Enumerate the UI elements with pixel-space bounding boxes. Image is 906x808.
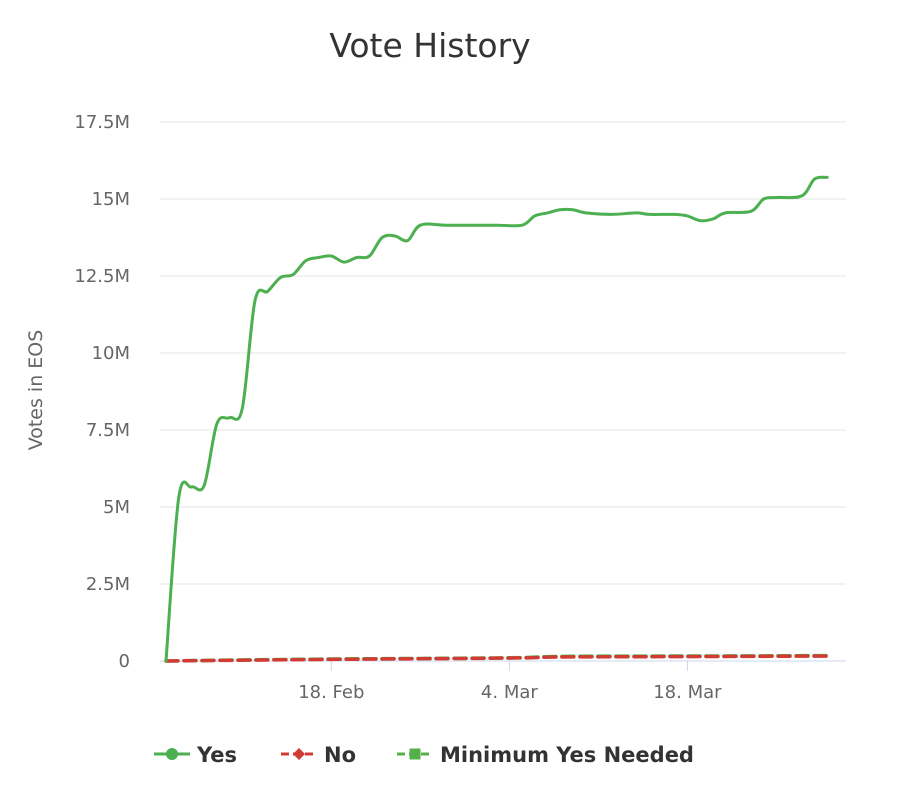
legend-label: Minimum Yes Needed	[440, 743, 694, 767]
x-tick-label: 18. Mar	[653, 682, 722, 703]
series-layer	[164, 175, 830, 663]
x-axis: 18. Feb 4. Mar 18. Mar	[160, 660, 846, 703]
y-tick-label: 12.5M	[74, 266, 130, 287]
x-tick-label: 4. Mar	[481, 682, 538, 703]
y-axis-title: Votes in EOS	[25, 330, 47, 451]
y-tick-label: 15M	[92, 189, 130, 210]
legend: Yes No Minimum Yes Needed	[154, 743, 694, 767]
y-tick-label: 7.5M	[86, 420, 130, 441]
legend-label: Yes	[196, 743, 237, 767]
y-axis: 0 2.5M 5M 7.5M 10M 12.5M 15M 17.5M	[74, 112, 130, 672]
series-line-yes	[164, 175, 829, 663]
legend-marker-circle-icon	[166, 748, 178, 760]
legend-label: No	[324, 743, 356, 767]
y-tick-label: 0	[119, 651, 130, 672]
y-tick-label: 5M	[103, 497, 130, 518]
legend-marker-square-icon	[409, 748, 421, 760]
x-tick-label: 18. Feb	[298, 682, 364, 703]
legend-item-minimum-yes-needed[interactable]: Minimum Yes Needed	[397, 743, 694, 767]
y-tick-label: 10M	[92, 343, 130, 364]
chart-title: Vote History	[329, 26, 530, 65]
y-tick-label: 2.5M	[86, 574, 130, 595]
grid-layer	[160, 121, 846, 585]
series-line-no	[164, 654, 830, 663]
y-tick-label: 17.5M	[74, 112, 130, 133]
legend-item-yes[interactable]: Yes	[154, 743, 237, 767]
legend-item-no[interactable]: No	[281, 743, 356, 767]
legend-marker-diamond-icon	[293, 748, 305, 760]
